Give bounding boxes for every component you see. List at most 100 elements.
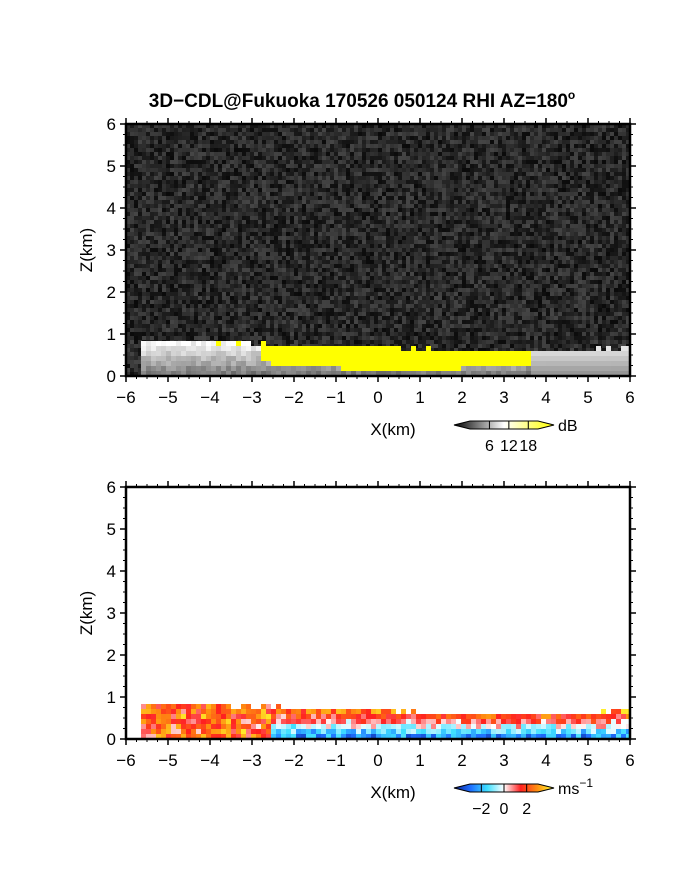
snr-noise-cell [134,232,138,236]
snr-noise-cell [182,176,186,180]
snr-noise-cell [350,156,354,160]
snr-noise-cell [418,176,422,180]
snr-noise-cell [386,228,390,232]
snr-noise-cell [518,192,522,196]
snr-noise-cell [342,188,346,192]
snr-noise-cell [410,240,414,244]
snr-noise-cell [326,276,330,280]
snr-noise-cell [326,156,330,160]
snr-noise-cell [370,184,374,188]
snr-noise-cell [170,184,174,188]
snr-noise-cell [510,132,514,136]
snr-noise-cell [298,232,302,236]
snr-noise-cell [302,136,306,140]
snr-noise-cell [598,156,602,160]
snr-noise-cell [502,228,506,232]
snr-noise-cell [254,172,258,176]
snr-noise-cell [222,260,226,264]
snr-noise-cell [398,268,402,272]
snr-noise-cell [254,148,258,152]
snr-noise-cell [350,128,354,132]
snr-noise-cell [362,156,366,160]
snr-noise-cell [598,200,602,204]
snr-noise-cell [222,136,226,140]
snr-noise-cell [422,180,426,184]
snr-noise-cell [414,136,418,140]
snr-noise-cell [290,160,294,164]
snr-noise-cell [370,156,374,160]
snr-noise-cell [342,276,346,280]
snr-noise-cell [130,128,134,132]
snr-noise-cell [590,272,594,276]
snr-noise-cell [442,224,446,228]
snr-noise-cell [622,152,626,156]
snr-noise-cell [246,248,250,252]
snr-noise-cell [402,276,406,280]
snr-noise-cell [362,280,366,284]
snr-noise-cell [518,168,522,172]
snr-noise-cell [126,204,130,208]
snr-noise-cell [126,196,130,200]
snr-noise-cell [334,164,338,168]
snr-noise-cell [166,132,170,136]
snr-noise-cell [558,188,562,192]
snr-noise-cell [378,128,382,132]
snr-noise-cell [490,180,494,184]
snr-noise-cell [222,224,226,228]
snr-noise-cell [154,168,158,172]
snr-noise-cell [166,172,170,176]
snr-noise-cell [530,212,534,216]
snr-noise-cell [270,164,274,168]
snr-noise-cell [438,156,442,160]
snr-noise-cell [262,140,266,144]
snr-noise-cell [382,176,386,180]
snr-noise-cell [138,144,142,148]
snr-noise-cell [230,272,234,276]
snr-noise-cell [306,148,310,152]
snr-noise-cell [450,248,454,252]
snr-noise-cell [422,232,426,236]
snr-noise-cell [258,172,262,176]
snr-noise-cell [462,176,466,180]
snr-noise-cell [186,208,190,212]
snr-noise-cell [402,200,406,204]
snr-noise-cell [494,148,498,152]
snr-noise-cell [370,204,374,208]
snr-noise-cell [534,220,538,224]
snr-noise-cell [474,164,478,168]
snr-noise-cell [406,180,410,184]
snr-noise-cell [162,248,166,252]
snr-noise-cell [250,160,254,164]
snr-noise-cell [306,276,310,280]
snr-noise-cell [330,136,334,140]
snr-noise-cell [410,172,414,176]
snr-noise-cell [286,236,290,240]
snr-noise-cell [602,128,606,132]
snr-noise-cell [234,224,238,228]
snr-noise-cell [430,252,434,256]
snr-noise-cell [250,128,254,132]
snr-noise-cell [402,260,406,264]
snr-noise-cell [410,264,414,268]
snr-noise-cell [386,160,390,164]
snr-noise-cell [394,188,398,192]
snr-noise-cell [354,244,358,248]
snr-noise-cell [426,264,430,268]
snr-noise-cell [154,232,158,236]
snr-noise-cell [594,192,598,196]
snr-noise-cell [450,228,454,232]
snr-noise-cell [342,228,346,232]
snr-noise-cell [186,260,190,264]
snr-noise-cell [386,244,390,248]
snr-noise-cell [318,244,322,248]
snr-noise-cell [158,172,162,176]
snr-noise-cell [518,240,522,244]
snr-noise-cell [410,224,414,228]
snr-noise-cell [530,260,534,264]
snr-noise-cell [558,164,562,168]
snr-noise-cell [230,200,234,204]
snr-noise-cell [150,188,154,192]
snr-noise-cell [218,200,222,204]
snr-noise-cell [378,180,382,184]
snr-noise-cell [234,212,238,216]
